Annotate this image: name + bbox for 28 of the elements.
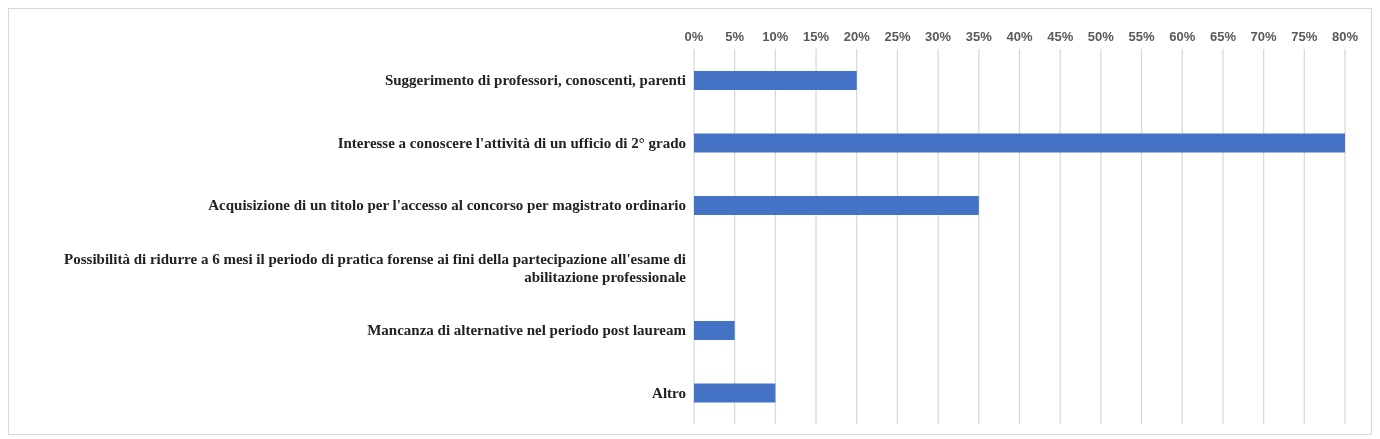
bar	[694, 383, 776, 403]
x-tick-label: 5%	[725, 29, 745, 44]
x-tick-label: 55%	[1128, 29, 1156, 44]
x-tick-label: 45%	[1047, 29, 1074, 44]
x-tick-label: 15%	[803, 29, 830, 44]
x-tick-label: 80%	[1331, 29, 1359, 44]
y-tick-label: Interesse a conoscere l'attività di un ufficio di 2° grado	[337, 134, 686, 151]
x-tick-label: 40%	[1006, 29, 1033, 44]
x-tick-label: 25%	[884, 29, 911, 44]
x-tick-label: 70%	[1250, 29, 1278, 44]
y-tick-label: Altro	[652, 384, 686, 401]
x-tick-label: 30%	[925, 29, 952, 44]
x-tick-label: 20%	[843, 29, 871, 44]
bar	[694, 195, 979, 215]
x-tick-label: 60%	[1169, 29, 1196, 44]
x-tick-label: 65%	[1209, 29, 1237, 44]
x-tick-label: 0%	[684, 29, 704, 44]
x-tick-label: 75%	[1291, 29, 1318, 44]
bar	[694, 70, 857, 90]
bar	[694, 320, 735, 340]
y-tick-label: Suggerimento di professori, conoscenti, parenti	[384, 72, 686, 89]
y-tick-label: Possibilità di ridurre a 6 mesi il periodo di pratica forense ai fini della partecipazione all'esame di abilitazione professionale	[64, 250, 687, 285]
x-tick-label: 50%	[1087, 29, 1115, 44]
x-tick-label: 10%	[762, 29, 789, 44]
bar	[694, 133, 1345, 153]
y-tick-label: Acquisizione di un titolo per l'accesso al concorso per magistrato ordinario	[208, 197, 686, 214]
y-tick-label: Mancanza di alternative nel periodo post lauream	[367, 322, 687, 339]
x-tick-label: 35%	[965, 29, 993, 44]
